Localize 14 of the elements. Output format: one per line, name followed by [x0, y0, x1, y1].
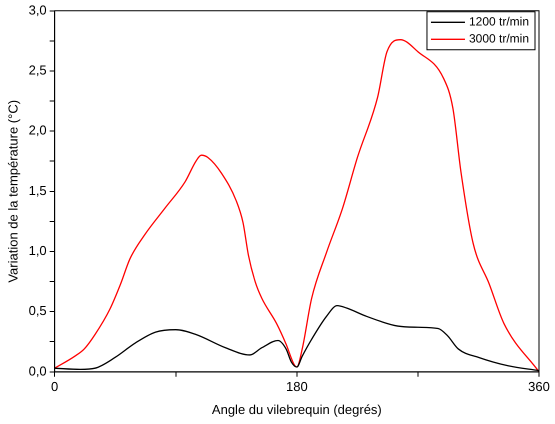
- y-tick-label: 1,0: [28, 243, 47, 258]
- y-tick-label: 2,5: [28, 62, 47, 78]
- y-tick-label: 3,0: [28, 2, 47, 18]
- x-tick-label: 360: [528, 379, 550, 394]
- x-axis-title: Angle du vilebrequin (degrés): [212, 402, 382, 417]
- x-tick-label: 0: [51, 379, 58, 394]
- y-axis-title: Variation de la température (°C): [5, 100, 20, 283]
- y-tick-label: 2,0: [28, 122, 47, 138]
- x-tick-label: 180: [286, 379, 308, 394]
- y-tick-label: 0,0: [28, 363, 47, 378]
- legend-label: 1200 tr/min: [468, 14, 529, 29]
- y-tick-label: 1,5: [28, 182, 47, 198]
- y-tick-label: 0,5: [28, 303, 47, 318]
- legend-label: 3000 tr/min: [468, 32, 529, 46]
